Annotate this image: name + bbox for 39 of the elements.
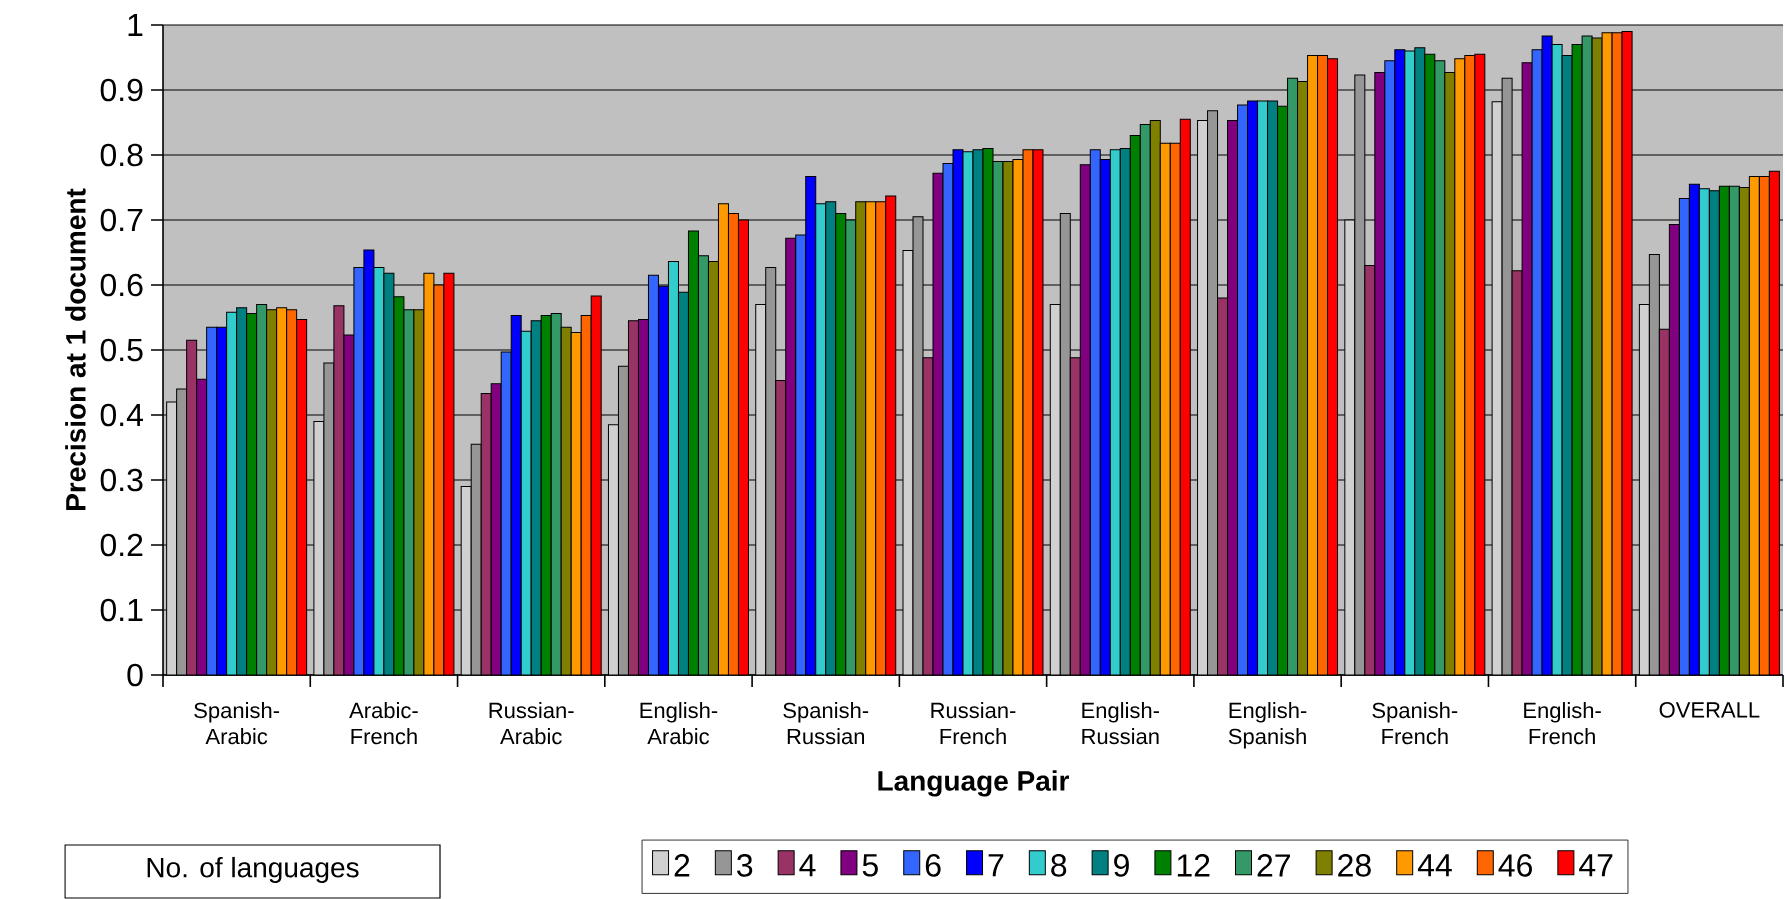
x-tick-label: English-Spanish: [1228, 702, 1307, 749]
x-tick-label: English-Russian: [1082, 702, 1160, 745]
x-tick-label: Arabic-French: [349, 702, 418, 745]
legend-label: 46: [1498, 854, 1532, 877]
x-axis-title: Language Pair: [878, 770, 1070, 797]
y-tick-label: 0.3: [100, 468, 143, 492]
legend-label: 12: [1177, 854, 1210, 877]
y-tick-label: 0.1: [100, 598, 143, 622]
legend-label: 2: [674, 854, 690, 877]
x-tick-label: Spanish-Russian: [783, 702, 869, 745]
legend-label: 6: [925, 854, 941, 877]
y-tick-label: 0.4: [100, 403, 143, 427]
legend-label: 4: [799, 854, 816, 877]
legend-label: 27: [1257, 854, 1290, 877]
x-tick-label: Spanish-French: [1372, 702, 1458, 745]
x-tick-label: Russian-Arabic: [489, 702, 574, 745]
legend-label: 9: [1114, 854, 1129, 877]
x-tick-label: English-Arabic: [640, 702, 718, 745]
y-tick-label: 0: [127, 663, 143, 687]
y-tick-label: 0.2: [100, 533, 143, 557]
y-tick-label: 0.5: [100, 338, 143, 362]
legend-label: 44: [1417, 854, 1452, 877]
legend-title: No. of languages: [147, 856, 359, 884]
y-axis-title: Precision at 1 document: [65, 188, 86, 510]
x-tick-label: Spanish-Arabic: [194, 702, 280, 745]
legend-label: 47: [1579, 854, 1613, 877]
legend-label: 3: [737, 854, 753, 877]
legend-label: 7: [988, 854, 1004, 877]
y-tick-label: 0.6: [100, 273, 143, 297]
y-tick-label: 1: [128, 13, 143, 36]
legend-label: 5: [862, 854, 878, 877]
legend-label: 8: [1051, 854, 1067, 877]
x-tick-label: OVERALL: [1659, 702, 1760, 718]
x-tick-label: Russian-French: [931, 702, 1016, 745]
y-tick-label: 0.7: [100, 208, 143, 232]
x-tick-label: English-French: [1524, 702, 1601, 745]
legend-label: 28: [1338, 854, 1371, 877]
y-tick-label: 0.8: [100, 143, 143, 167]
y-tick-label: 0.9: [100, 78, 143, 102]
